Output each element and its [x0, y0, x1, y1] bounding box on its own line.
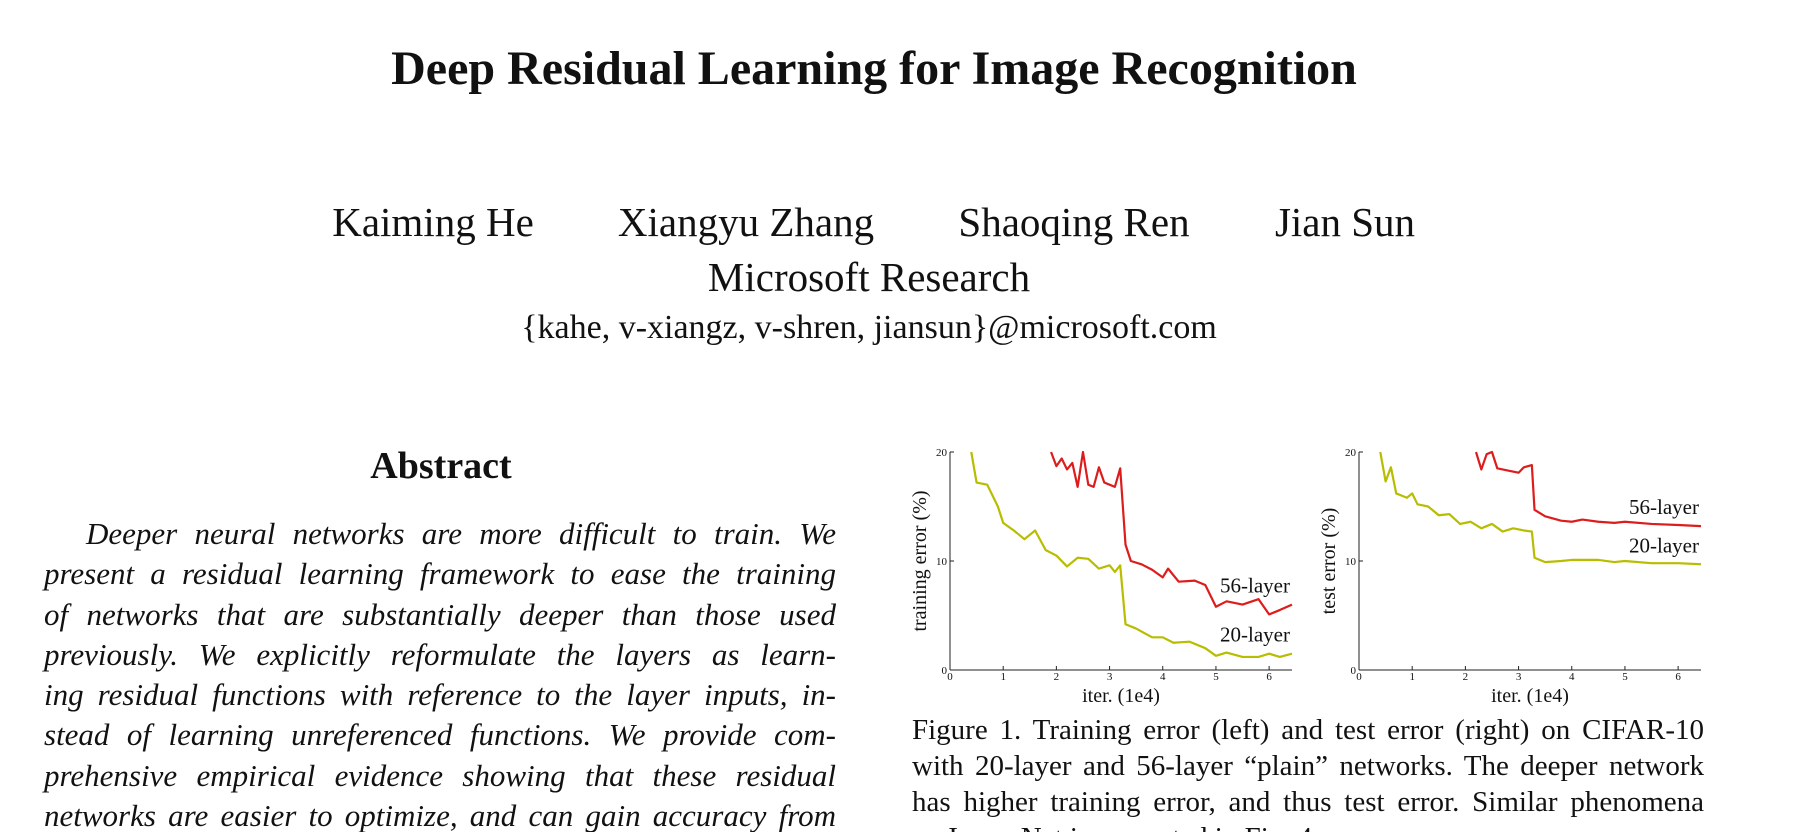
paper-title: Deep Residual Learning for Image Recogni…: [391, 42, 1357, 95]
x-tick-label: 3: [1516, 671, 1522, 683]
x-tick-label: 2: [1054, 671, 1060, 683]
y-tick-label: 20: [936, 447, 948, 459]
x-tick-label: 5: [1213, 671, 1219, 683]
x-tick-label: 1: [1000, 671, 1006, 683]
series-label: 20-layer: [1629, 533, 1699, 557]
y-tick-label: 0: [942, 665, 948, 677]
series-label: 56-layer: [1629, 495, 1699, 519]
abstract-line: of networks that are substantially deepe…: [44, 596, 836, 632]
abstract-line: prehensive empirical evidence showing th…: [44, 757, 836, 793]
author: Xiangyu Zhang: [617, 199, 875, 245]
abstract-line: Deeper neural networks are more difficul…: [86, 516, 836, 551]
abstract-line: present a residual learning framework to…: [44, 556, 836, 592]
abstract-line: ing residual functions with reference to…: [44, 677, 836, 713]
x-tick-label: 5: [1622, 671, 1628, 683]
email: {kahe, v-xiangz, v-shren, jiansun}@micro…: [521, 309, 1217, 346]
y-tick-label: 10: [1345, 556, 1357, 568]
x-tick-label: 4: [1569, 671, 1575, 683]
x-axis-label: iter. (1e4): [1491, 685, 1569, 707]
y-tick-label: 20: [1345, 447, 1357, 459]
x-tick-label: 4: [1160, 671, 1166, 683]
author: Jian Sun: [1274, 199, 1416, 245]
y-axis-label: training error (%): [909, 490, 931, 631]
series-line: [1050, 450, 1293, 616]
caption-line: has higher training error, and thus test…: [912, 786, 1704, 818]
y-tick-label: 10: [936, 556, 948, 568]
x-axis-label: iter. (1e4): [1082, 685, 1160, 707]
author: Kaiming He: [332, 199, 534, 245]
series-line: [1474, 450, 1702, 528]
series-line: [970, 451, 1293, 659]
x-tick-label: 3: [1107, 671, 1113, 683]
x-tick-label: 0: [1356, 671, 1362, 683]
caption-line: Figure 1. Training error (left) and test…: [912, 714, 1704, 746]
x-tick-label: 6: [1266, 671, 1272, 683]
x-tick-label: 2: [1463, 671, 1469, 683]
author: Shaoqing Ren: [958, 199, 1190, 245]
series-label: 20-layer: [1220, 623, 1290, 647]
figure-caption: Figure 1. Training error (left) and test…: [912, 712, 1704, 832]
series-label: 56-layer: [1220, 574, 1290, 598]
abstract-heading: Abstract: [370, 445, 512, 487]
y-tick-label: 0: [1351, 665, 1357, 677]
caption-line: on ImageNet is presented in Fig. 4.: [912, 820, 1704, 832]
x-tick-label: 0: [947, 671, 953, 683]
abstract-line: stead of learning unreferenced functions…: [44, 717, 836, 753]
abstract-line: networks are easier to optimize, and can…: [44, 798, 836, 832]
affiliation: Microsoft Research: [707, 254, 1031, 300]
x-tick-label: 6: [1675, 671, 1681, 683]
caption-line: with 20-layer and 56-layer “plain” netwo…: [912, 750, 1704, 782]
y-axis-label: test error (%): [1318, 508, 1340, 615]
x-tick-label: 1: [1409, 671, 1415, 683]
abstract-text: Deeper neural networks are more difficul…: [44, 514, 836, 832]
series-line: [1379, 451, 1702, 566]
abstract-line: previously. We explicitly reformulate th…: [44, 636, 836, 672]
